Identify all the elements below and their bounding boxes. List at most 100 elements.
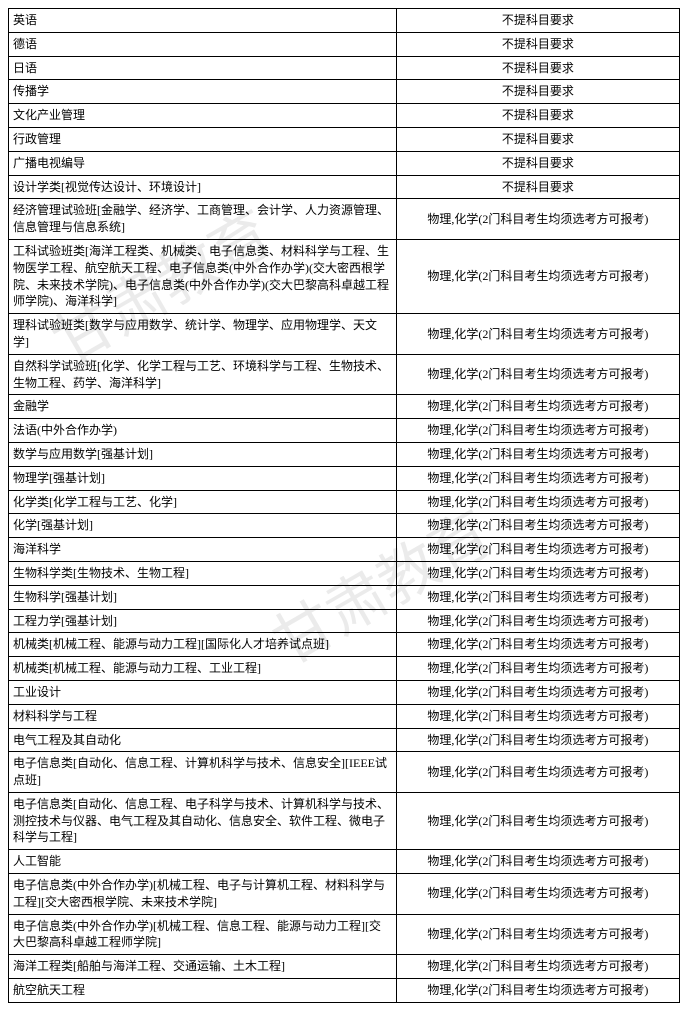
table-row: 英语不提科目要求: [9, 9, 680, 33]
major-cell: 理科试验班类[数学与应用数学、统计学、物理学、应用物理学、天文学]: [9, 314, 397, 355]
major-cell: 广播电视编导: [9, 151, 397, 175]
table-row: 广播电视编导不提科目要求: [9, 151, 680, 175]
major-cell: 化学[强基计划]: [9, 514, 397, 538]
major-cell: 德语: [9, 32, 397, 56]
table-row: 日语不提科目要求: [9, 56, 680, 80]
major-cell: 法语(中外合作办学): [9, 419, 397, 443]
major-cell: 机械类[机械工程、能源与动力工程、工业工程]: [9, 657, 397, 681]
requirement-cell: 物理,化学(2门科目考生均须选考方可报考): [396, 914, 679, 955]
requirements-table: 英语不提科目要求德语不提科目要求日语不提科目要求传播学不提科目要求文化产业管理不…: [8, 8, 680, 1003]
table-row: 生物科学[强基计划]物理,化学(2门科目考生均须选考方可报考): [9, 585, 680, 609]
requirement-cell: 不提科目要求: [396, 9, 679, 33]
major-cell: 工业设计: [9, 680, 397, 704]
table-row: 海洋科学物理,化学(2门科目考生均须选考方可报考): [9, 538, 680, 562]
requirement-cell: 物理,化学(2门科目考生均须选考方可报考): [396, 239, 679, 313]
table-row: 化学[强基计划]物理,化学(2门科目考生均须选考方可报考): [9, 514, 680, 538]
table-row: 物理学[强基计划]物理,化学(2门科目考生均须选考方可报考): [9, 466, 680, 490]
table-row: 经济管理试验班[金融学、经济学、工商管理、会计学、人力资源管理、信息管理与信息系…: [9, 199, 680, 240]
major-cell: 材料科学与工程: [9, 704, 397, 728]
major-cell: 电子信息类(中外合作办学)[机械工程、电子与计算机工程、材料科学与工程][交大密…: [9, 874, 397, 915]
requirement-cell: 不提科目要求: [396, 175, 679, 199]
table-row: 工程力学[强基计划]物理,化学(2门科目考生均须选考方可报考): [9, 609, 680, 633]
table-row: 航空航天工程物理,化学(2门科目考生均须选考方可报考): [9, 979, 680, 1003]
major-cell: 航空航天工程: [9, 979, 397, 1003]
table-row: 传播学不提科目要求: [9, 80, 680, 104]
major-cell: 工科试验班类[海洋工程类、机械类、电子信息类、材料科学与工程、生物医学工程、航空…: [9, 239, 397, 313]
requirement-cell: 物理,化学(2门科目考生均须选考方可报考): [396, 490, 679, 514]
requirement-cell: 物理,化学(2门科目考生均须选考方可报考): [396, 704, 679, 728]
requirement-cell: 物理,化学(2门科目考生均须选考方可报考): [396, 354, 679, 395]
table-row: 电子信息类[自动化、信息工程、电子科学与技术、计算机科学与技术、测控技术与仪器、…: [9, 792, 680, 849]
table-row: 生物科学类[生物技术、生物工程]物理,化学(2门科目考生均须选考方可报考): [9, 561, 680, 585]
major-cell: 设计学类[视觉传达设计、环境设计]: [9, 175, 397, 199]
major-cell: 日语: [9, 56, 397, 80]
table-row: 理科试验班类[数学与应用数学、统计学、物理学、应用物理学、天文学]物理,化学(2…: [9, 314, 680, 355]
major-cell: 英语: [9, 9, 397, 33]
requirement-cell: 物理,化学(2门科目考生均须选考方可报考): [396, 514, 679, 538]
major-cell: 电子信息类[自动化、信息工程、电子科学与技术、计算机科学与技术、测控技术与仪器、…: [9, 792, 397, 849]
requirement-cell: 物理,化学(2门科目考生均须选考方可报考): [396, 633, 679, 657]
table-row: 行政管理不提科目要求: [9, 127, 680, 151]
major-cell: 生物科学类[生物技术、生物工程]: [9, 561, 397, 585]
requirement-cell: 物理,化学(2门科目考生均须选考方可报考): [396, 680, 679, 704]
table-row: 自然科学试验班[化学、化学工程与工艺、环境科学与工程、生物技术、生物工程、药学、…: [9, 354, 680, 395]
requirement-cell: 物理,化学(2门科目考生均须选考方可报考): [396, 728, 679, 752]
major-cell: 海洋科学: [9, 538, 397, 562]
table-row: 机械类[机械工程、能源与动力工程][国际化人才培养试点班]物理,化学(2门科目考…: [9, 633, 680, 657]
requirement-cell: 物理,化学(2门科目考生均须选考方可报考): [396, 657, 679, 681]
table-row: 电子信息类[自动化、信息工程、计算机科学与技术、信息安全][IEEE试点班]物理…: [9, 752, 680, 793]
table-row: 材料科学与工程物理,化学(2门科目考生均须选考方可报考): [9, 704, 680, 728]
requirement-cell: 不提科目要求: [396, 104, 679, 128]
requirement-cell: 物理,化学(2门科目考生均须选考方可报考): [396, 979, 679, 1003]
requirement-cell: 物理,化学(2门科目考生均须选考方可报考): [396, 792, 679, 849]
table-row: 海洋工程类[船舶与海洋工程、交通运输、土木工程]物理,化学(2门科目考生均须选考…: [9, 955, 680, 979]
requirement-cell: 不提科目要求: [396, 80, 679, 104]
major-cell: 海洋工程类[船舶与海洋工程、交通运输、土木工程]: [9, 955, 397, 979]
table-row: 金融学物理,化学(2门科目考生均须选考方可报考): [9, 395, 680, 419]
major-cell: 金融学: [9, 395, 397, 419]
requirement-cell: 物理,化学(2门科目考生均须选考方可报考): [396, 314, 679, 355]
requirement-cell: 物理,化学(2门科目考生均须选考方可报考): [396, 199, 679, 240]
table-row: 化学类[化学工程与工艺、化学]物理,化学(2门科目考生均须选考方可报考): [9, 490, 680, 514]
major-cell: 人工智能: [9, 850, 397, 874]
requirement-cell: 不提科目要求: [396, 56, 679, 80]
requirement-cell: 不提科目要求: [396, 151, 679, 175]
requirement-cell: 物理,化学(2门科目考生均须选考方可报考): [396, 466, 679, 490]
major-cell: 电子信息类(中外合作办学)[机械工程、信息工程、能源与动力工程][交大巴黎高科卓…: [9, 914, 397, 955]
table-row: 工科试验班类[海洋工程类、机械类、电子信息类、材料科学与工程、生物医学工程、航空…: [9, 239, 680, 313]
requirement-cell: 物理,化学(2门科目考生均须选考方可报考): [396, 850, 679, 874]
major-cell: 生物科学[强基计划]: [9, 585, 397, 609]
table-body: 英语不提科目要求德语不提科目要求日语不提科目要求传播学不提科目要求文化产业管理不…: [9, 9, 680, 1003]
requirement-cell: 物理,化学(2门科目考生均须选考方可报考): [396, 874, 679, 915]
major-cell: 电气工程及其自动化: [9, 728, 397, 752]
major-cell: 行政管理: [9, 127, 397, 151]
table-row: 电气工程及其自动化物理,化学(2门科目考生均须选考方可报考): [9, 728, 680, 752]
major-cell: 文化产业管理: [9, 104, 397, 128]
requirement-cell: 物理,化学(2门科目考生均须选考方可报考): [396, 442, 679, 466]
requirement-cell: 不提科目要求: [396, 127, 679, 151]
major-cell: 工程力学[强基计划]: [9, 609, 397, 633]
major-cell: 经济管理试验班[金融学、经济学、工商管理、会计学、人力资源管理、信息管理与信息系…: [9, 199, 397, 240]
requirement-cell: 物理,化学(2门科目考生均须选考方可报考): [396, 752, 679, 793]
major-cell: 化学类[化学工程与工艺、化学]: [9, 490, 397, 514]
table-row: 机械类[机械工程、能源与动力工程、工业工程]物理,化学(2门科目考生均须选考方可…: [9, 657, 680, 681]
table-row: 电子信息类(中外合作办学)[机械工程、电子与计算机工程、材料科学与工程][交大密…: [9, 874, 680, 915]
table-row: 设计学类[视觉传达设计、环境设计]不提科目要求: [9, 175, 680, 199]
table-row: 文化产业管理不提科目要求: [9, 104, 680, 128]
table-row: 电子信息类(中外合作办学)[机械工程、信息工程、能源与动力工程][交大巴黎高科卓…: [9, 914, 680, 955]
requirement-cell: 物理,化学(2门科目考生均须选考方可报考): [396, 609, 679, 633]
requirement-cell: 物理,化学(2门科目考生均须选考方可报考): [396, 561, 679, 585]
major-cell: 数学与应用数学[强基计划]: [9, 442, 397, 466]
table-row: 德语不提科目要求: [9, 32, 680, 56]
table-row: 工业设计物理,化学(2门科目考生均须选考方可报考): [9, 680, 680, 704]
major-cell: 自然科学试验班[化学、化学工程与工艺、环境科学与工程、生物技术、生物工程、药学、…: [9, 354, 397, 395]
requirement-cell: 物理,化学(2门科目考生均须选考方可报考): [396, 419, 679, 443]
table-row: 数学与应用数学[强基计划]物理,化学(2门科目考生均须选考方可报考): [9, 442, 680, 466]
requirement-cell: 物理,化学(2门科目考生均须选考方可报考): [396, 955, 679, 979]
requirement-cell: 物理,化学(2门科目考生均须选考方可报考): [396, 395, 679, 419]
major-cell: 物理学[强基计划]: [9, 466, 397, 490]
major-cell: 机械类[机械工程、能源与动力工程][国际化人才培养试点班]: [9, 633, 397, 657]
major-cell: 电子信息类[自动化、信息工程、计算机科学与技术、信息安全][IEEE试点班]: [9, 752, 397, 793]
table-row: 人工智能物理,化学(2门科目考生均须选考方可报考): [9, 850, 680, 874]
major-cell: 传播学: [9, 80, 397, 104]
